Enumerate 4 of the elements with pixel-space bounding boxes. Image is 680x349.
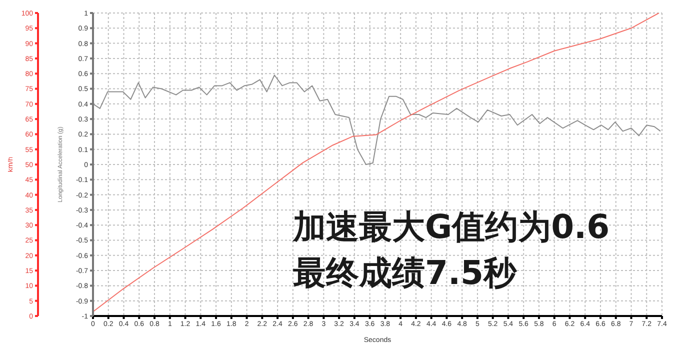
line-series [93, 13, 660, 312]
annotation: 加速最大G值约为0.6 [293, 206, 610, 248]
annotation: 最终成绩7.5秒 [293, 252, 518, 294]
line-series [93, 74, 661, 165]
